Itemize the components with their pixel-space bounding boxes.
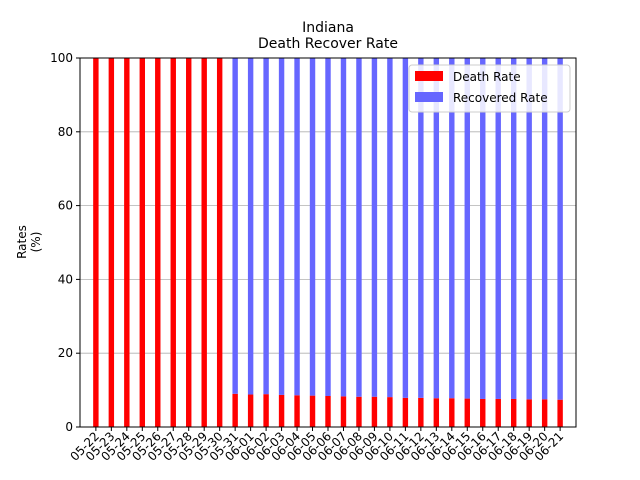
bar-death-rate xyxy=(418,397,424,427)
y-tick-label: 20 xyxy=(58,346,73,360)
bar-recovered-rate xyxy=(387,58,393,398)
bar-recovered-rate xyxy=(232,58,238,394)
bar-recovered-rate xyxy=(433,58,440,399)
bar-death-rate xyxy=(510,398,517,427)
bar-recovered-rate xyxy=(510,58,517,399)
y-tick-label: 0 xyxy=(65,420,73,434)
chart-title: Indiana xyxy=(302,20,354,36)
bar-death-rate xyxy=(340,396,347,427)
bars xyxy=(93,58,563,427)
legend-box xyxy=(408,64,571,113)
bar-death-rate xyxy=(93,58,99,427)
bar-death-rate xyxy=(387,397,393,427)
bar-death-rate xyxy=(325,396,331,427)
y-tick-label: 40 xyxy=(58,272,73,286)
bar-death-rate xyxy=(371,396,378,427)
bar-death-rate xyxy=(356,396,362,427)
bar-death-rate xyxy=(294,395,300,427)
bar-recovered-rate xyxy=(449,58,455,399)
bar-death-rate xyxy=(449,398,455,427)
bar-death-rate xyxy=(247,394,254,427)
bar-recovered-rate xyxy=(495,58,501,399)
bar-death-rate xyxy=(480,398,486,427)
bar-recovered-rate xyxy=(526,58,532,400)
y-axis: 0 20 40 60 80 100 xyxy=(50,51,80,434)
bar-death-rate xyxy=(108,58,115,427)
bar-death-rate xyxy=(433,398,440,427)
bar-death-rate xyxy=(464,398,470,427)
legend-label: Recovered Rate xyxy=(453,91,548,105)
bar-death-rate xyxy=(124,58,130,427)
bar-recovered-rate xyxy=(247,58,254,395)
y-tick-label: 80 xyxy=(58,125,73,139)
x-axis: 05-2205-2305-2405-2505-2605-2705-2805-29… xyxy=(67,427,566,464)
y-axis-label: Rates(%) xyxy=(15,225,43,259)
bar-recovered-rate xyxy=(356,58,362,397)
legend-label: Death Rate xyxy=(453,70,521,84)
chart-subtitle: Death Recover Rate xyxy=(258,36,398,52)
legend-swatch xyxy=(415,71,443,81)
legend: Death Rate Recovered Rate xyxy=(408,64,571,113)
bar-recovered-rate xyxy=(294,58,300,396)
bar-recovered-rate xyxy=(309,58,316,396)
bar-death-rate xyxy=(541,399,548,427)
bar-death-rate xyxy=(186,58,192,427)
bar-death-rate xyxy=(278,394,285,427)
bar-recovered-rate xyxy=(263,58,269,395)
bar-recovered-rate xyxy=(371,58,378,397)
bar-recovered-rate xyxy=(278,58,285,395)
bar-death-rate xyxy=(201,58,207,427)
bar-recovered-rate xyxy=(464,58,470,399)
y-tick-label: 100 xyxy=(50,51,73,65)
bar-death-rate xyxy=(155,58,161,427)
bar-death-rate xyxy=(495,398,501,427)
bar-death-rate xyxy=(216,58,223,427)
bar-death-rate xyxy=(309,395,316,427)
bar-recovered-rate xyxy=(418,58,424,398)
bar-death-rate xyxy=(526,399,532,427)
legend-swatch xyxy=(415,92,443,102)
bar-death-rate xyxy=(557,399,563,427)
plot-frame xyxy=(79,57,577,428)
bar-recovered-rate xyxy=(541,58,548,400)
bar-death-rate xyxy=(139,58,146,427)
bar-recovered-rate xyxy=(480,58,486,399)
bar-recovered-rate xyxy=(557,58,563,400)
y-tick-label: 60 xyxy=(58,199,73,213)
bar-death-rate xyxy=(170,58,176,427)
bar-recovered-rate xyxy=(325,58,331,397)
bar-death-rate xyxy=(402,397,409,427)
bar-recovered-rate xyxy=(340,58,347,397)
bar-death-rate xyxy=(232,393,238,427)
bar-recovered-rate xyxy=(402,58,409,398)
bar-death-rate xyxy=(263,394,269,427)
